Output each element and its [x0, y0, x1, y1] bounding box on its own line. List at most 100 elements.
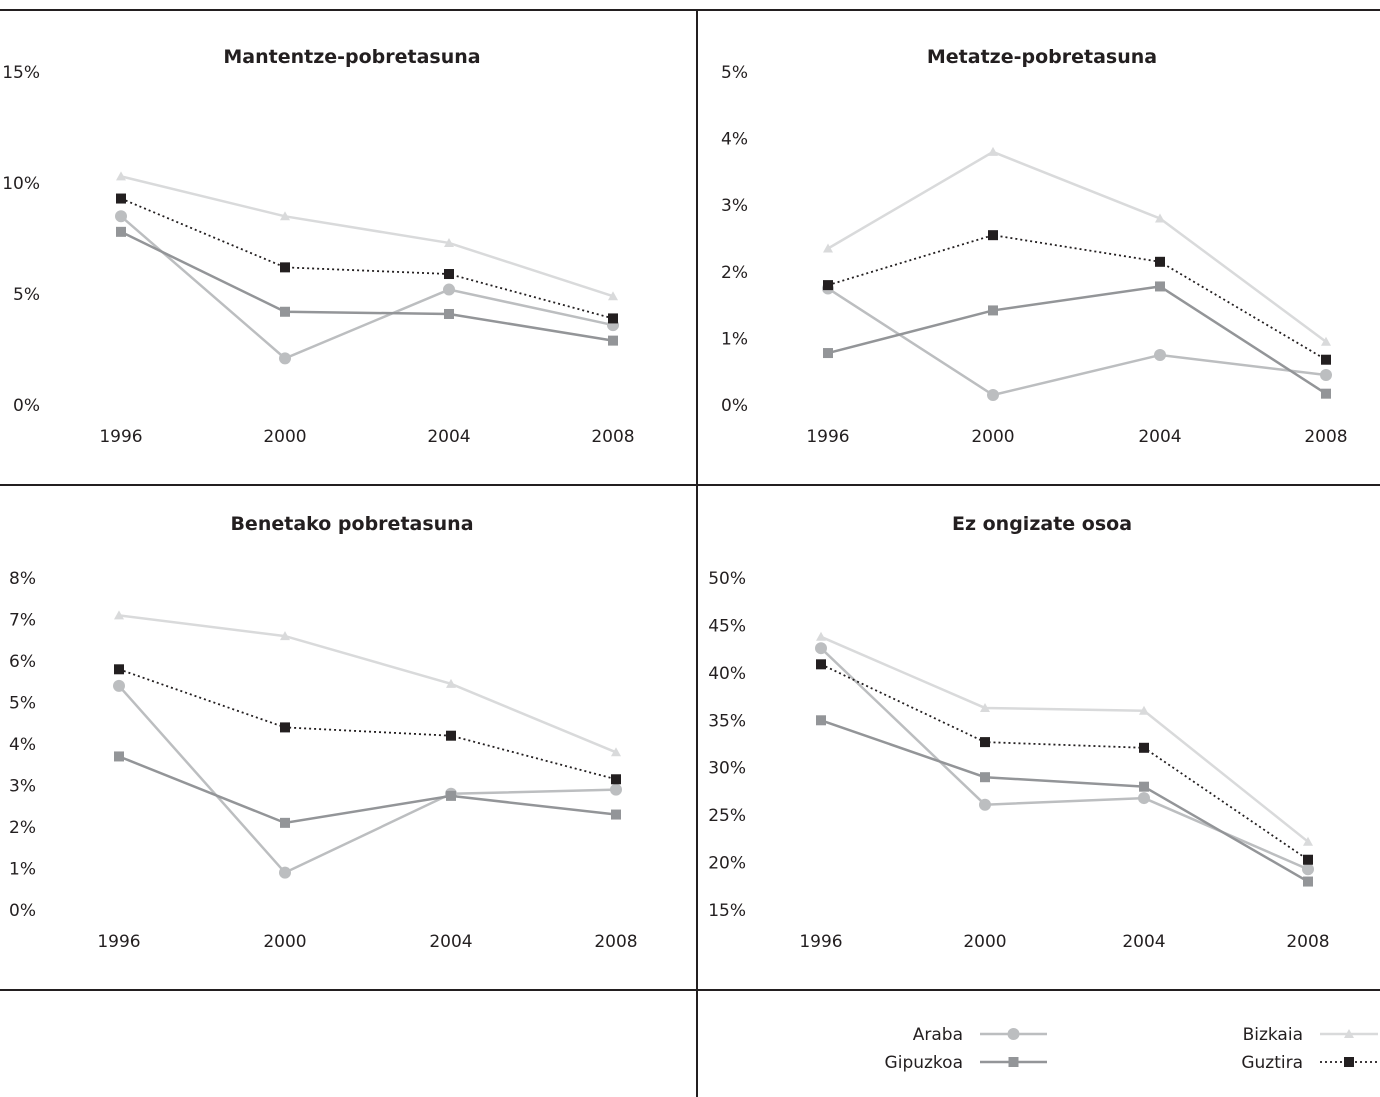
y-tick-label: 25%	[708, 806, 746, 826]
data-point-gipuzkoa	[988, 305, 998, 316]
data-point-guztira	[280, 262, 290, 273]
data-point-gipuzkoa	[608, 335, 618, 346]
chart-title: Mantentze-pobretasuna	[223, 46, 480, 68]
legend-label: Guztira	[1241, 1053, 1303, 1073]
y-tick-label: 0%	[9, 901, 36, 921]
y-tick-label: 50%	[708, 569, 746, 589]
data-point-bizkaia	[980, 702, 990, 712]
data-point-araba	[1138, 792, 1150, 805]
data-point-guztira	[816, 659, 826, 670]
data-point-araba	[115, 210, 127, 223]
data-point-bizkaia	[608, 291, 618, 301]
series-line-bizkaia	[827, 150, 1327, 343]
series-line-gipuzkoa	[827, 285, 1327, 395]
series-line-bizkaia	[120, 175, 614, 298]
data-point-gipuzkoa	[1303, 876, 1313, 887]
data-point-guztira	[1303, 854, 1313, 865]
data-point-araba	[987, 389, 999, 402]
legend-marker-araba	[1007, 1028, 1020, 1040]
x-tick-label: 2008	[591, 427, 634, 447]
y-tick-label: 2%	[9, 818, 36, 838]
data-point-bizkaia	[280, 211, 290, 221]
data-point-gipuzkoa	[446, 790, 456, 801]
y-tick-label: 1%	[9, 860, 36, 880]
y-tick-label: 5%	[9, 694, 36, 714]
legend-marker-bizkaia	[1344, 1029, 1354, 1038]
series-line-araba	[118, 685, 617, 875]
series-line-araba	[120, 215, 614, 360]
legend: Araba Gipuzkoa Bizkaia Guztira	[885, 1025, 1378, 1073]
series-line-bizkaia	[820, 635, 1309, 843]
data-point-guztira	[1139, 742, 1149, 753]
series-gipuzkoa	[114, 751, 621, 828]
legend-item-bizkaia: Bizkaia	[1243, 1025, 1378, 1045]
series-line-guztira	[827, 234, 1327, 361]
series-bizkaia	[816, 631, 1313, 846]
y-tick-label: 15%	[2, 63, 40, 83]
series-araba	[815, 642, 1314, 876]
x-tick-label: 1996	[97, 932, 140, 952]
data-point-bizkaia	[988, 146, 998, 156]
data-point-bizkaia	[1321, 336, 1331, 346]
x-tick-label: 2004	[429, 932, 472, 952]
series-line-guztira	[118, 668, 617, 781]
y-tick-label: 20%	[708, 854, 746, 874]
series-gipuzkoa	[816, 715, 1313, 887]
data-point-guztira	[280, 722, 290, 733]
x-tick-label: 2004	[427, 427, 470, 447]
data-point-araba	[1320, 369, 1332, 382]
data-point-guztira	[444, 269, 454, 280]
data-point-gipuzkoa	[114, 751, 124, 762]
data-point-bizkaia	[1303, 836, 1313, 846]
data-point-bizkaia	[114, 610, 124, 620]
y-tick-label: 3%	[721, 196, 748, 216]
legend-item-gipuzkoa: Gipuzkoa	[885, 1053, 1047, 1073]
x-tick-label: 1996	[799, 932, 842, 952]
data-point-araba	[1154, 349, 1166, 362]
panel-frame	[0, 9, 1380, 1097]
chart-panel: Ez ongizate osoa 15% 20% 25% 30% 35% 40% 45% 50%…	[708, 513, 1329, 952]
data-point-araba	[113, 679, 125, 692]
series-line-bizkaia	[118, 614, 617, 754]
y-tick-label: 0%	[721, 396, 748, 416]
x-tick-label: 2008	[1286, 932, 1329, 952]
series-bizkaia	[823, 146, 1331, 346]
data-point-bizkaia	[280, 631, 290, 641]
legend-marker-gipuzkoa	[1008, 1057, 1019, 1067]
x-tick-label: 2000	[971, 427, 1014, 447]
data-point-bizkaia	[823, 243, 833, 253]
series-bizkaia	[114, 610, 621, 757]
y-tick-label: 15%	[708, 901, 746, 921]
y-tick-label: 40%	[708, 664, 746, 684]
series-line-gipuzkoa	[820, 719, 1309, 883]
x-tick-label: 2000	[963, 932, 1006, 952]
data-point-bizkaia	[1155, 213, 1165, 223]
data-point-guztira	[988, 230, 998, 241]
legend-item-guztira: Guztira	[1241, 1053, 1378, 1073]
y-tick-label: 30%	[708, 759, 746, 779]
chart-panel: Benetako pobretasuna 0% 1% 2% 3% 4% 5% 6% 7% 8% 19…	[9, 513, 638, 952]
data-point-araba	[279, 352, 291, 365]
series-guztira	[114, 664, 621, 785]
data-point-gipuzkoa	[280, 306, 290, 317]
series-line-guztira	[820, 663, 1309, 861]
y-tick-label: 0%	[13, 396, 40, 416]
data-point-bizkaia	[1139, 705, 1149, 715]
series-line-araba	[820, 647, 1309, 871]
series-line-araba	[827, 287, 1327, 397]
series-araba	[822, 282, 1332, 402]
chart-title: Metatze-pobretasuna	[927, 46, 1157, 68]
data-point-gipuzkoa	[280, 817, 290, 828]
series-araba	[115, 210, 619, 365]
data-point-gipuzkoa	[611, 809, 621, 820]
x-tick-label: 2004	[1122, 932, 1165, 952]
data-point-araba	[443, 283, 455, 296]
legend-label: Gipuzkoa	[885, 1053, 963, 1073]
data-point-gipuzkoa	[1155, 281, 1165, 292]
data-point-guztira	[611, 774, 621, 785]
data-point-bizkaia	[116, 171, 126, 181]
x-tick-label: 1996	[806, 427, 849, 447]
series-gipuzkoa	[116, 226, 618, 346]
data-point-guztira	[116, 193, 126, 204]
y-tick-label: 7%	[9, 611, 36, 631]
